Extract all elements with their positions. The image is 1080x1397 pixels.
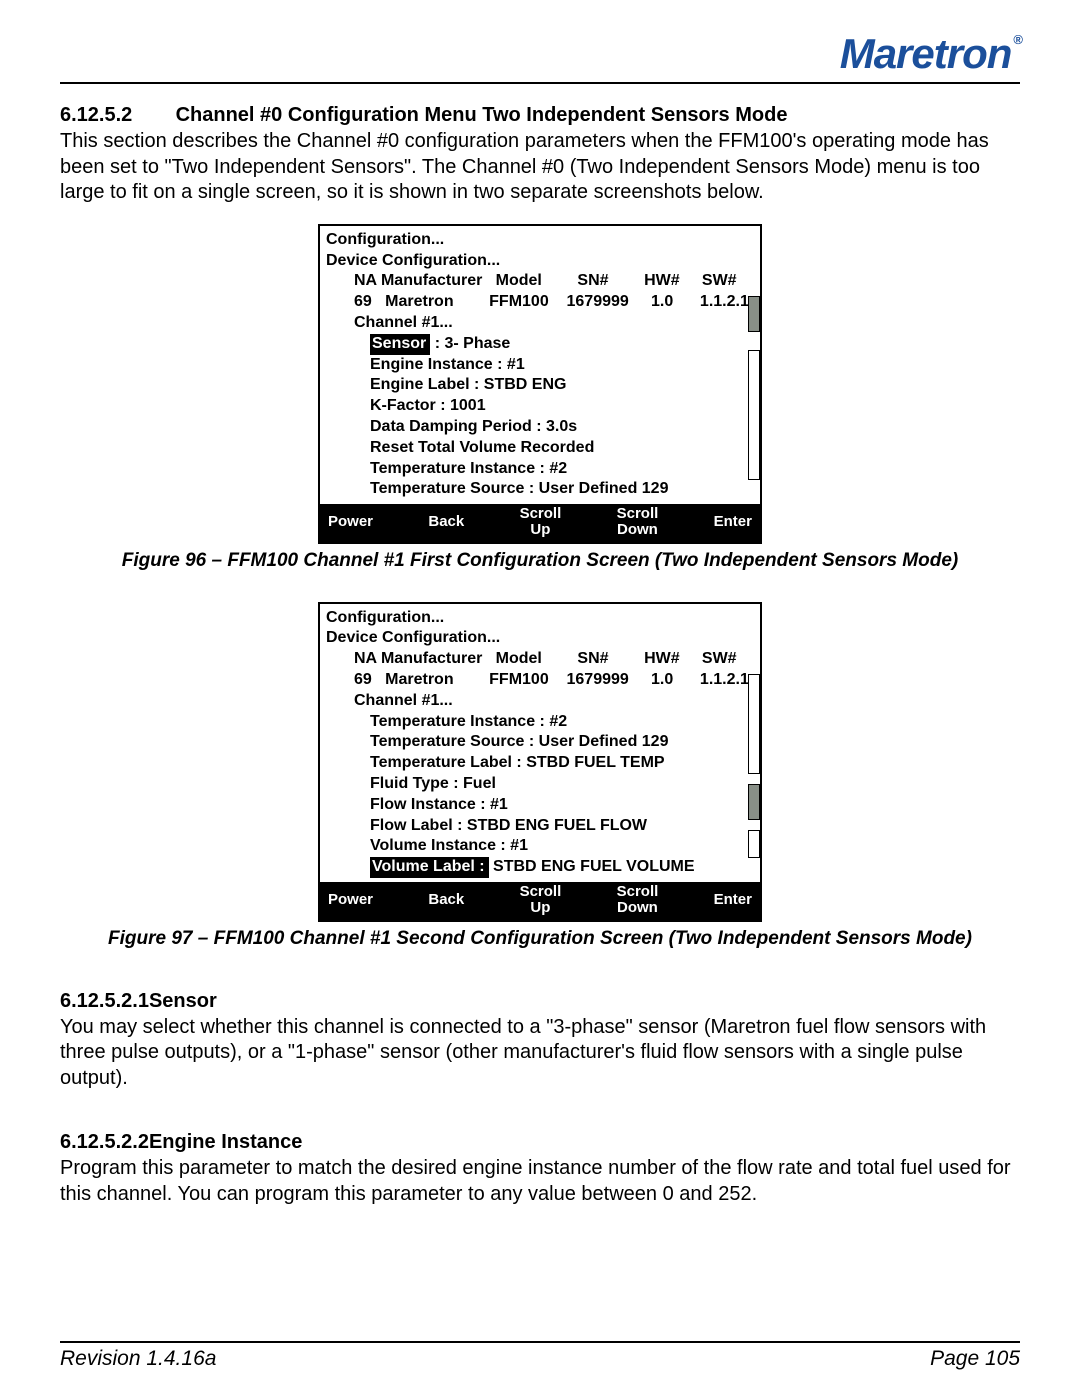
softkey-scroll-up-1[interactable]: Scroll Up [520,506,562,538]
figure-1-wrap: Configuration... Device Configuration...… [60,224,1020,572]
screen1-scrollbar[interactable] [746,296,760,500]
section-body-1: This section describes the Channel #0 co… [60,129,1020,206]
brand-logo-reg: ® [1013,32,1022,47]
screen2-item-6[interactable]: Volume Instance : #1 [370,836,754,857]
figure-2-caption: Figure 97 – FFM100 Channel #1 Second Con… [60,928,1020,950]
screen1-softkeys: Power Back Scroll Up Scroll Down Enter [320,504,760,542]
screen2-item-0[interactable]: Temperature Instance : #2 [370,712,754,733]
screen1-item-6[interactable]: Temperature Source : User Defined 129 [370,479,754,500]
screen2-channel-line: Channel #1... [354,691,754,712]
figure-2-wrap: Configuration... Device Configuration...… [60,602,1020,950]
screen2-scroll-track-top [748,674,760,774]
softkey-scroll-down-1[interactable]: Scroll Down [617,506,659,538]
screen2-data-row: 69 Maretron FFM100 1679999 1.0 1.1.2.1 [354,670,754,691]
screen2-scrollbar[interactable] [746,674,760,878]
screen1-item-1[interactable]: Engine Label : STBD ENG [370,375,754,396]
section-body-2: You may select whether this channel is c… [60,1015,1020,1092]
softkey-enter-2[interactable]: Enter [714,892,752,908]
screen2-item-5[interactable]: Flow Label : STBD ENG FUEL FLOW [370,816,754,837]
screen2-item-3[interactable]: Fluid Type : Fuel [370,774,754,795]
header-logo-row: Maretron® [60,30,1020,78]
section-heading-1: 6.12.5.2 Channel #0 Configuration Menu T… [60,104,1020,127]
softkey-enter-1[interactable]: Enter [714,514,752,530]
section-body-3: Program this parameter to match the desi… [60,1156,1020,1207]
section-title-2: Sensor [149,990,217,1012]
screen2-volume-label-highlight: Volume Label : [370,857,489,878]
screen2-scroll-track-bottom [748,830,760,858]
screen2-line-device-configuration: Device Configuration... [326,628,754,649]
softkey-power-1[interactable]: Power [328,514,373,530]
section-number-3: 6.12.5.2.2 [60,1131,149,1153]
footer-revision: Revision 1.4.16a [60,1347,216,1371]
screen2-item-1[interactable]: Temperature Source : User Defined 129 [370,732,754,753]
softkey-power-2[interactable]: Power [328,892,373,908]
figure-1-caption: Figure 96 – FFM100 Channel #1 First Conf… [60,550,1020,572]
top-divider [60,82,1020,84]
screen1-channel-line: Channel #1... [354,313,754,334]
section-title-1: Channel #0 Configuration Menu Two Indepe… [176,104,788,126]
section-number-1: 6.12.5.2 [60,104,170,127]
screen1-item-4[interactable]: Reset Total Volume Recorded [370,438,754,459]
softkey-scroll-down-2[interactable]: Scroll Down [617,884,659,916]
device-screen-2: Configuration... Device Configuration...… [318,602,762,922]
screen2-line-configuration: Configuration... [326,608,754,629]
softkey-back-1[interactable]: Back [428,514,464,530]
screen2-header-row: NA Manufacturer Model SN# HW# SW# [354,649,754,670]
device-screen-1: Configuration... Device Configuration...… [318,224,762,544]
screen1-data-row: 69 Maretron FFM100 1679999 1.0 1.1.2.1 [354,292,754,313]
section-heading-2: 6.12.5.2.1Sensor [60,990,1020,1013]
brand-logo: Maretron® [840,30,1020,78]
section-number-2: 6.12.5.2.1 [60,990,149,1012]
screen1-sensor-line[interactable]: Sensor : 3- Phase [370,334,754,355]
screen1-line-configuration: Configuration... [326,230,754,251]
screen1-item-2[interactable]: K-Factor : 1001 [370,396,754,417]
bottom-divider [60,1341,1020,1343]
section-title-3: Engine Instance [149,1131,302,1153]
screen2-item-4[interactable]: Flow Instance : #1 [370,795,754,816]
screen1-sensor-label-highlight: Sensor [370,334,430,355]
screen1-item-3[interactable]: Data Damping Period : 3.0s [370,417,754,438]
footer-page: Page 105 [930,1347,1020,1371]
screen1-item-5[interactable]: Temperature Instance : #2 [370,459,754,480]
screen2-volume-label-line[interactable]: Volume Label : STBD ENG FUEL VOLUME [370,857,754,878]
page-footer: Revision 1.4.16a Page 105 [60,1341,1020,1371]
screen2-softkeys: Power Back Scroll Up Scroll Down Enter [320,882,760,920]
section-heading-3: 6.12.5.2.2Engine Instance [60,1131,1020,1154]
screen1-scroll-track [748,350,760,480]
screen2-scroll-thumb [748,784,760,820]
softkey-scroll-up-2[interactable]: Scroll Up [520,884,562,916]
screen1-header-row: NA Manufacturer Model SN# HW# SW# [354,271,754,292]
screen2-volume-value: STBD ENG FUEL VOLUME [489,858,695,875]
screen1-sensor-value: : 3- Phase [430,335,510,352]
screen1-item-0[interactable]: Engine Instance : #1 [370,355,754,376]
screen2-item-2[interactable]: Temperature Label : STBD FUEL TEMP [370,753,754,774]
screen1-scroll-thumb-top [748,296,760,332]
screen1-line-device-configuration: Device Configuration... [326,251,754,272]
brand-logo-text: Maretron [840,30,1012,77]
softkey-back-2[interactable]: Back [428,892,464,908]
